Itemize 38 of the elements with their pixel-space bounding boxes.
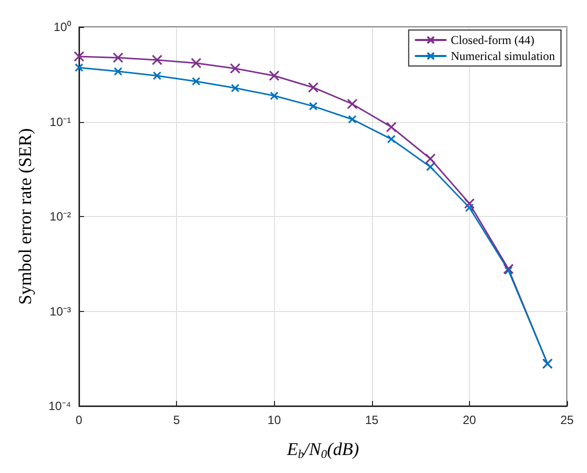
y-tick-label: 10⁻¹ (50, 114, 72, 129)
point (504, 266, 513, 275)
point (114, 67, 122, 76)
x-tick-label: 20 (462, 413, 476, 427)
point (74, 63, 84, 72)
x-tick-label: 5 (173, 413, 180, 427)
point (192, 77, 200, 86)
point (268, 70, 280, 82)
point (230, 63, 240, 74)
point (230, 84, 240, 92)
x-tick-label: 10 (268, 413, 282, 427)
x-tick-label: 0 (76, 413, 83, 427)
point (465, 203, 474, 212)
y-tick-label: 10⁻² (50, 210, 72, 224)
point (152, 54, 162, 66)
y-axis-title: Symbol error rate (SER) (15, 128, 35, 305)
point (270, 91, 278, 100)
point (503, 264, 514, 274)
legend-label: Numerical simulation (450, 49, 556, 63)
point (348, 115, 357, 124)
point (190, 58, 202, 68)
point (308, 102, 318, 110)
point (387, 134, 396, 144)
y-tick-label: 10⁻⁴ (48, 399, 71, 413)
point (386, 122, 397, 132)
point (152, 71, 162, 80)
point (346, 98, 358, 110)
point (426, 162, 435, 172)
point (74, 51, 84, 62)
y-tick-label: 10⁰ (54, 20, 71, 34)
point (464, 198, 475, 209)
x-tick-label: 15 (365, 413, 379, 427)
legend-label: Closed-form (44) (450, 33, 534, 47)
y-tick-label: 10⁻³ (50, 304, 72, 318)
point (425, 153, 436, 164)
x-tick-label: 25 (560, 413, 574, 427)
point (308, 82, 319, 93)
point (112, 52, 124, 64)
